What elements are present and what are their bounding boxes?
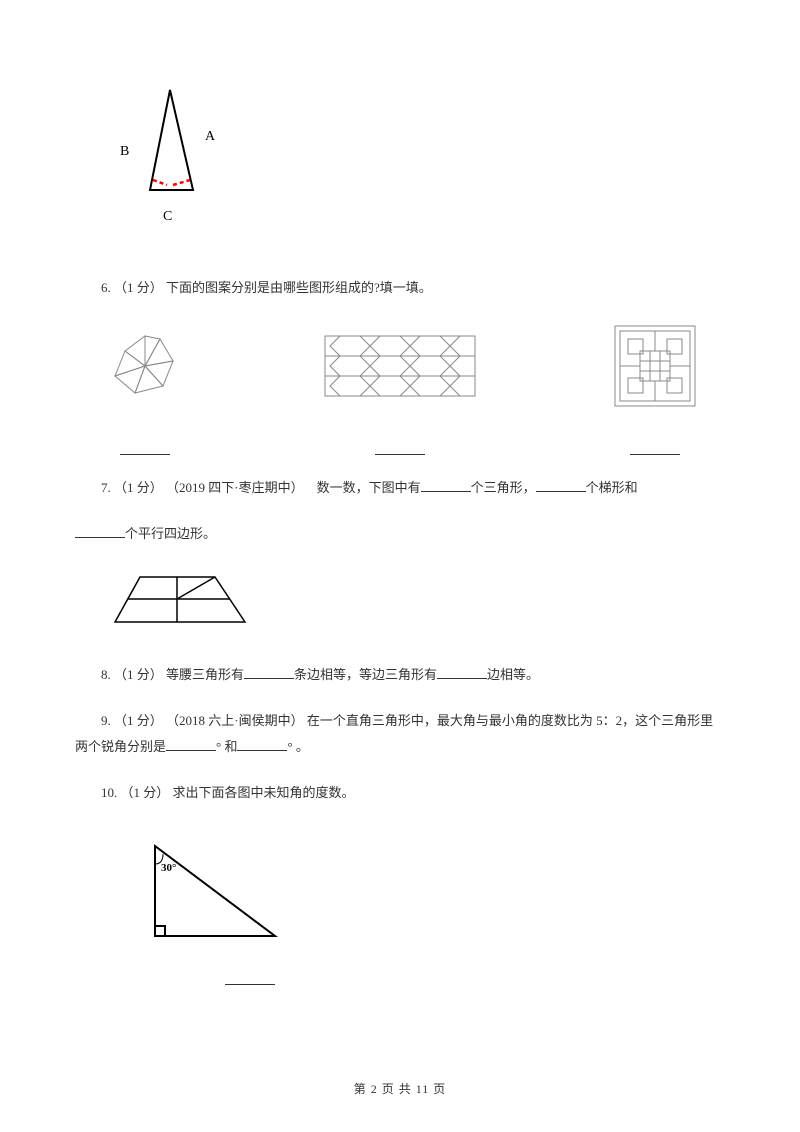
question-8: 8. （1 分） 等腰三角形有 条边相等，等边三角形有 边相等。	[75, 662, 725, 688]
dash-line-1	[153, 180, 167, 185]
question-7: 7. （1 分） （2019 四下·枣庄期中） 数一数，下图中有 个三角形， 个梯形…	[75, 475, 725, 501]
question-10: 10. （1 分） 求出下面各图中未知角的度数。	[75, 780, 725, 806]
q6-figures-row	[75, 321, 725, 455]
label-a: A	[205, 129, 216, 144]
q8-text-pre: 等腰三角形有	[166, 667, 244, 682]
q7-blank-2	[536, 478, 586, 492]
q9-number: 9.	[101, 713, 111, 728]
q8-number: 8.	[101, 667, 111, 682]
square-pattern-svg	[605, 321, 705, 411]
q7-text-mid1: 个三角形，	[471, 480, 536, 495]
q8-points: （1 分）	[114, 667, 163, 682]
square-pattern-item	[605, 321, 705, 455]
question-7-cont: 个平行四边形。	[75, 521, 725, 547]
q7-source: （2019 四下·枣庄期中）	[166, 480, 304, 495]
q6-text: 下面的图案分别是由哪些图形组成的?填一填。	[166, 280, 432, 295]
right-triangle-svg: 30°	[135, 836, 295, 956]
q10-number: 10.	[101, 785, 117, 800]
triangle-abc-figure: A B C	[105, 80, 725, 235]
question-9: 9. （1 分） （2018 六上·闽侯期中） 在一个直角三角形中，最大角与最小…	[75, 708, 725, 760]
q8-text-end: 边相等。	[487, 667, 539, 682]
hexagon-figure-item	[315, 321, 485, 455]
question-6: 6. （1 分） 下面的图案分别是由哪些图形组成的?填一填。	[75, 275, 725, 301]
footer-text: 第 2 页 共 11 页	[354, 1082, 447, 1096]
q7-blank-1	[421, 478, 471, 492]
q7-number: 7.	[101, 480, 111, 495]
pinwheel-figure-item	[95, 321, 195, 455]
hexagon-svg	[315, 321, 485, 411]
q10-points: （1 分）	[121, 785, 170, 800]
q9-text-mid: ° 和	[216, 739, 237, 754]
hexagon-blank	[375, 441, 425, 455]
q9-blank-2	[237, 737, 287, 751]
q6-number: 6.	[101, 280, 111, 295]
trapezoid-svg	[105, 567, 265, 637]
q9-points: （1 分）	[114, 713, 163, 728]
q10-blank	[225, 971, 275, 985]
q9-blank-1	[166, 737, 216, 751]
q10-text: 求出下面各图中未知角的度数。	[173, 785, 355, 800]
pinwheel-svg	[95, 321, 195, 411]
page-footer: 第 2 页 共 11 页	[0, 1080, 800, 1097]
triangle-shape	[150, 90, 193, 190]
q7-text-end: 个平行四边形。	[125, 526, 216, 541]
q6-points: （1 分）	[114, 280, 163, 295]
q7-blank-3	[75, 524, 125, 538]
q7-text-mid2: 个梯形和	[586, 480, 638, 495]
label-b: B	[120, 144, 129, 159]
q8-blank-2	[437, 665, 487, 679]
pinwheel-blank	[120, 441, 170, 455]
triangle-abc-svg: A B C	[105, 80, 245, 230]
q7-text-pre: 数一数，下图中有	[317, 480, 421, 495]
right-triangle-figure: 30°	[135, 836, 725, 961]
q7-points: （1 分）	[114, 480, 163, 495]
q9-source: （2018 六上·闽侯期中）	[166, 713, 304, 728]
trapezoid-figure	[105, 567, 725, 642]
dash-line-2	[173, 180, 190, 185]
angle-label: 30°	[161, 862, 176, 874]
square-blank	[630, 441, 680, 455]
q8-blank-1	[244, 665, 294, 679]
q9-text-end: ° 。	[287, 739, 308, 754]
q8-text-mid: 条边相等，等边三角形有	[294, 667, 437, 682]
label-c: C	[163, 209, 172, 224]
